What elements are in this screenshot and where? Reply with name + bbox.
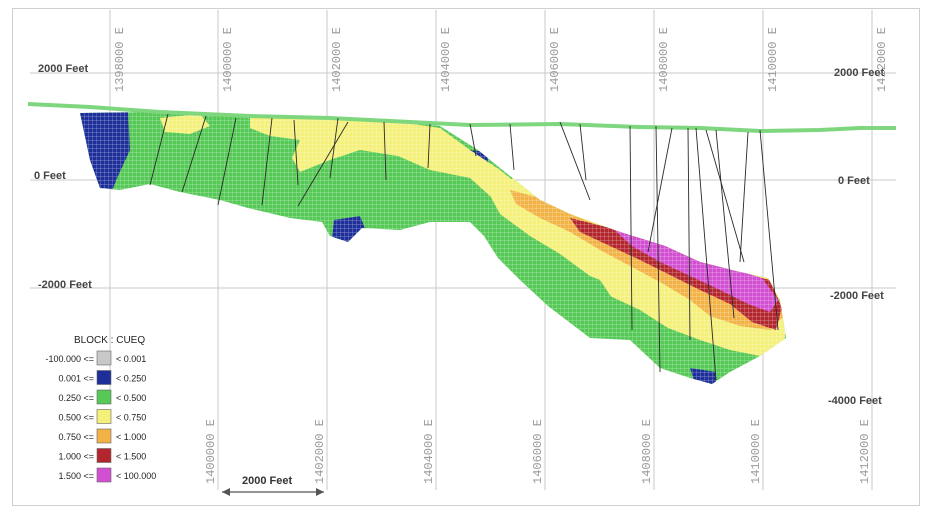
legend-item-low: 1.000 <= [58, 452, 94, 462]
legend-item-high: < 0.750 [116, 413, 146, 423]
legend-item: 0.001 <= < 0.250 [58, 370, 146, 385]
legend-item: 0.250 <= < 0.500 [58, 389, 146, 405]
legend-item-low: 0.001 <= [58, 374, 94, 384]
legend-item-high: < 0.250 [116, 374, 146, 384]
legend-item-low: 0.750 <= [58, 432, 94, 442]
drill-holes [149, 113, 779, 381]
easting-label-top: 1398000 E [113, 27, 127, 92]
easting-label-top: 1404000 E [439, 27, 453, 92]
elevation-label-0: 0 Feet [34, 170, 66, 182]
legend-item-high: < 100.000 [116, 471, 156, 481]
legend-swatch [96, 409, 112, 424]
elevation-label-neg2000: -2000 Feet [38, 279, 92, 291]
legend-item-high: < 0.500 [116, 393, 146, 403]
easting-label-bottom: 1404000 E [422, 419, 436, 484]
legend-item: 0.500 <= < 0.750 [58, 409, 146, 424]
legend-item: 1.000 <= < 1.500 [58, 448, 146, 463]
easting-label-bottom: 1408000 E [640, 419, 654, 484]
easting-label-top: 1406000 E [548, 27, 562, 92]
legend-swatch [96, 428, 112, 444]
easting-label-top: 1402000 E [330, 27, 344, 92]
scale-arrow-right-icon [316, 488, 324, 496]
legend-swatch [96, 370, 112, 385]
legend-swatch [96, 467, 112, 483]
legend-item-high: < 1.000 [116, 432, 146, 442]
legend-swatch [96, 448, 112, 463]
elevation-labels-right: 2000 Feet 0 Feet -2000 Feet -4000 Feet [828, 67, 884, 407]
elevation-label-neg2000-right: -2000 Feet [830, 290, 884, 302]
elevation-label-0-right: 0 Feet [838, 175, 870, 187]
easting-labels-top: 1398000 E 1400000 E 1402000 E 1404000 E … [113, 27, 889, 92]
legend-title: BLOCK : CUEQ [74, 335, 145, 346]
elevation-label-2000-right: 2000 Feet [834, 67, 884, 79]
topography-surface [27, 102, 896, 134]
easting-label-top: 1408000 E [657, 27, 671, 92]
legend-item-low: 1.500 <= [58, 471, 94, 481]
easting-label-top: 1400000 E [221, 27, 235, 92]
easting-label-bottom: 1400000 E [204, 419, 218, 484]
legend-item: 0.750 <= < 1.000 [58, 428, 146, 444]
scale-bar: 2000 Feet [222, 475, 324, 496]
elevation-labels-left: 2000 Feet 0 Feet -2000 Feet [34, 63, 92, 291]
legend-item-low: 0.250 <= [58, 393, 94, 403]
legend-swatch [96, 350, 112, 366]
easting-label-bottom: 1406000 E [531, 419, 545, 484]
legend-item-high: < 1.500 [116, 452, 146, 462]
easting-label-bottom: 1410000 E [749, 419, 763, 484]
easting-label-bottom: 1402000 E [313, 419, 327, 484]
scale-bar-label: 2000 Feet [242, 475, 292, 487]
easting-label-top: 1412000 E [875, 27, 889, 92]
legend-item: 1.500 <= < 100.000 [58, 467, 156, 483]
easting-label-top: 1410000 E [766, 27, 780, 92]
elevation-label-2000: 2000 Feet [38, 63, 88, 75]
legend-item-low: 0.500 <= [58, 413, 94, 423]
legend-swatch [96, 389, 112, 405]
easting-label-bottom: 1412000 E [858, 419, 872, 484]
grade-legend: BLOCK : CUEQ -100.000 <= < 0.001 0.001 <= <… [45, 335, 156, 483]
legend-item: -100.000 <= < 0.001 [45, 350, 146, 366]
section-view-frame [12, 8, 920, 506]
legend-item-high: < 0.001 [116, 354, 146, 364]
legend-item-low: -100.000 <= [45, 354, 94, 364]
elevation-label-neg4000-right: -4000 Feet [828, 395, 882, 407]
scale-arrow-left-icon [222, 488, 230, 496]
easting-labels-bottom: 1400000 E 1402000 E 1404000 E 1406000 E … [204, 419, 872, 484]
